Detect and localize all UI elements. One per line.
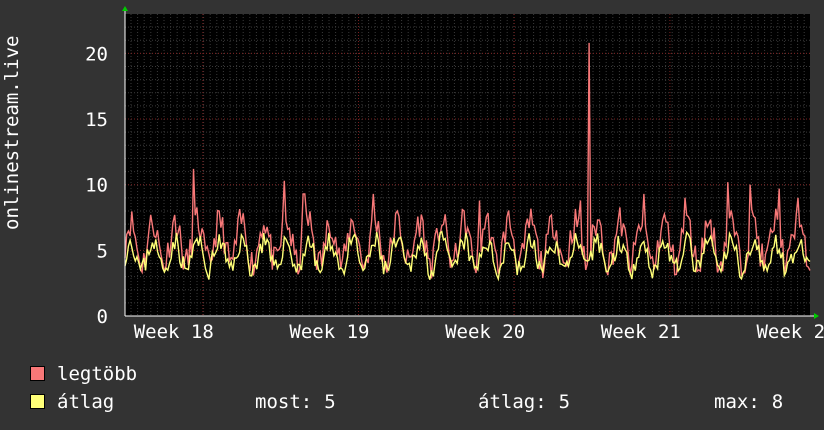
grid	[125, 14, 810, 316]
stat-average-label: átlag:	[478, 391, 547, 413]
x-tick-label: Week 19	[289, 321, 369, 343]
series-line-0	[124, 42, 811, 279]
y-tick-label: 20	[85, 43, 108, 65]
y-axis-label: onlinestream.live	[1, 35, 23, 230]
y-tick-label: 15	[85, 109, 108, 131]
x-tick-label: Week 18	[134, 321, 214, 343]
stat-max: max: 8	[714, 390, 783, 414]
axes	[122, 6, 819, 319]
y-tick-label: 5	[97, 240, 108, 262]
x-tick-label: Week 20	[445, 321, 525, 343]
stat-average: átlag: 5	[478, 390, 570, 414]
x-axis-arrow	[814, 313, 819, 319]
series-line-1	[124, 230, 811, 282]
series-group	[124, 42, 811, 282]
y-axis-arrow	[122, 6, 128, 11]
y-tick-label: 10	[85, 175, 108, 197]
stat-current-label: most:	[255, 391, 313, 413]
stat-max-value: 8	[771, 391, 784, 413]
stat-current: most: 5	[255, 390, 336, 414]
legend-item-avg: átlag	[30, 390, 114, 414]
legend-label-avg: átlag	[57, 391, 115, 413]
legend-label-max: legtöbb	[57, 363, 138, 385]
stat-average-value: 5	[558, 391, 571, 413]
legend-item-max: legtöbb	[30, 362, 137, 386]
x-tick-label: Week 22	[756, 321, 824, 343]
stat-current-value: 5	[324, 391, 336, 413]
legend-swatch-avg	[30, 394, 45, 409]
legend-swatch-max	[30, 366, 45, 381]
stat-max-label: max:	[714, 391, 760, 413]
tick-labels: 0 5 10 15 20 Week 18 Week 19 Week 20 Week 21 Week…	[85, 43, 824, 343]
x-tick-label: Week 21	[601, 321, 681, 343]
y-tick-label: 0	[97, 306, 108, 328]
